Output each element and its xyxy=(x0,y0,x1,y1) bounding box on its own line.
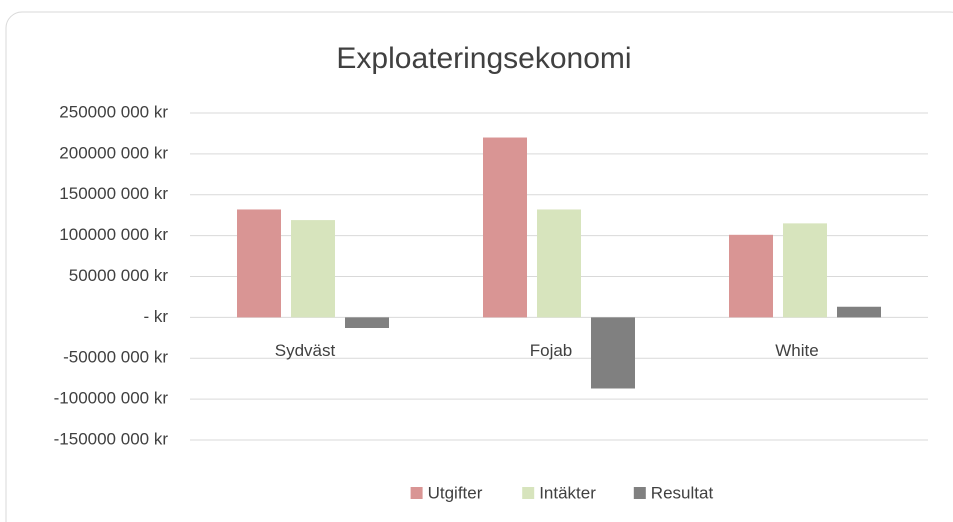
bar xyxy=(783,223,827,318)
x-tick-label: Fojab xyxy=(530,341,573,360)
legend-label: Utgifter xyxy=(428,483,483,502)
bar xyxy=(729,234,773,318)
y-tick-label: -50000 000 kr xyxy=(63,348,168,367)
bar xyxy=(291,220,335,318)
chart-frame xyxy=(5,11,953,522)
chart-title: Exploateringsekonomi xyxy=(336,42,631,75)
x-tick-label: White xyxy=(775,341,818,360)
y-tick-label: 250000 000 kr xyxy=(59,102,168,121)
y-tick-label: 50000 000 kr xyxy=(69,266,169,285)
bar xyxy=(591,317,635,389)
legend-swatch xyxy=(410,487,423,499)
bar xyxy=(237,209,281,318)
y-tick-label: -100000 000 kr xyxy=(54,389,169,408)
x-tick-label: Sydväst xyxy=(275,341,336,360)
y-tick-label: 200000 000 kr xyxy=(59,143,168,162)
y-tick-label: - kr xyxy=(143,307,168,326)
y-tick-label: 150000 000 kr xyxy=(59,184,168,203)
y-tick-label: -150000 000 kr xyxy=(54,429,169,448)
legend-swatch xyxy=(633,487,646,499)
legend-label: Resultat xyxy=(651,483,714,502)
legend-label: Intäkter xyxy=(539,483,596,502)
bar xyxy=(537,209,581,318)
bar xyxy=(837,306,881,318)
legend-swatch xyxy=(522,487,535,499)
bar xyxy=(345,317,389,329)
y-tick-label: 100000 000 kr xyxy=(59,225,168,244)
bar xyxy=(483,137,527,318)
